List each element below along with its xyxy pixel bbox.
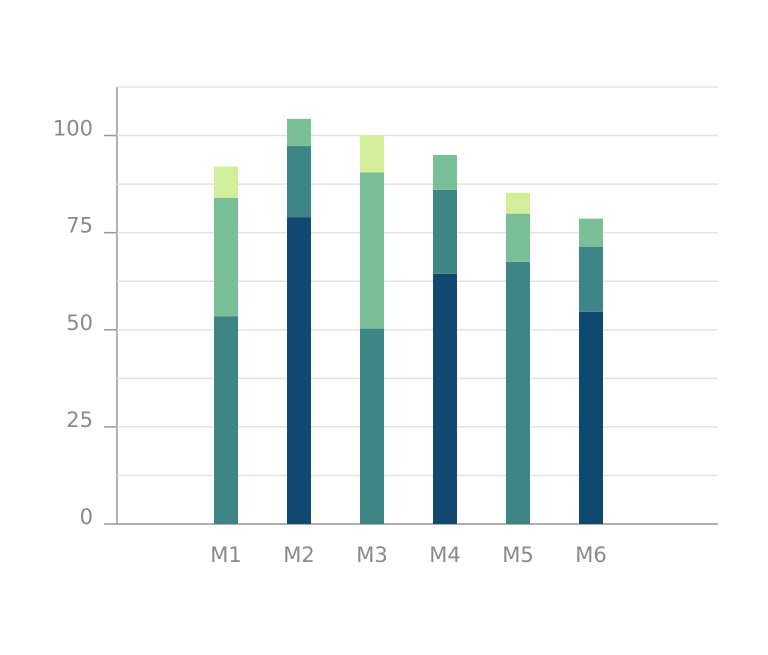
bar-segment	[579, 311, 603, 524]
x-tick-label: M2	[283, 543, 314, 567]
x-tick-label: M5	[502, 543, 533, 567]
bar-segment	[287, 146, 311, 218]
bar-segment	[579, 218, 603, 247]
bar-segment	[360, 135, 384, 173]
x-tick-label: M1	[210, 543, 241, 567]
x-tick-label: M3	[356, 543, 387, 567]
y-tick-label: 50	[66, 311, 93, 335]
bar-segment	[287, 217, 311, 524]
bar-segment	[360, 328, 384, 524]
x-tick-label: M4	[429, 543, 460, 567]
y-tick-label: 25	[66, 408, 93, 432]
bar-segment	[579, 246, 603, 312]
bar-segment	[214, 166, 238, 198]
bar-segment	[214, 316, 238, 524]
bar-segment	[433, 154, 457, 190]
bar-segment	[506, 261, 530, 524]
bar-segment	[433, 273, 457, 524]
bar-segment	[214, 197, 238, 317]
bar-segment	[433, 189, 457, 274]
y-tick-label: 0	[80, 505, 93, 529]
y-tick-label: 75	[66, 214, 93, 238]
bar-segment	[506, 213, 530, 262]
x-tick-label: M6	[575, 543, 606, 567]
bar-segment	[287, 118, 311, 147]
y-tick-label: 100	[53, 117, 93, 141]
bar-segment	[506, 192, 530, 214]
bar-segment	[360, 172, 384, 329]
